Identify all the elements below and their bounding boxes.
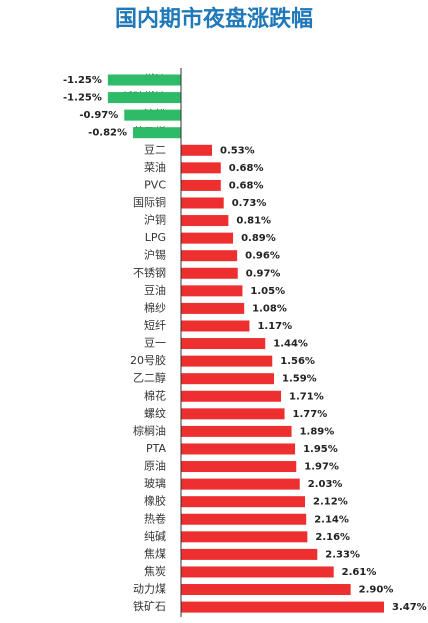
- value-label: -1.25%: [63, 93, 102, 104]
- value-label: 1.97%: [304, 462, 339, 473]
- bar: [181, 461, 297, 473]
- bar: [124, 109, 181, 121]
- bar: [181, 197, 224, 209]
- bar: [181, 232, 234, 244]
- bar: [181, 267, 238, 279]
- value-label: -0.97%: [79, 110, 118, 121]
- bar: [133, 127, 181, 139]
- value-label: 1.71%: [289, 391, 324, 402]
- value-label: 0.68%: [229, 163, 264, 174]
- category-label: 不锈钢: [133, 266, 166, 279]
- category-label: 豆一: [144, 337, 166, 350]
- bar: [181, 179, 221, 191]
- bar: [181, 390, 282, 402]
- value-label: 2.33%: [325, 549, 360, 560]
- value-label: 0.53%: [220, 145, 255, 156]
- bar: [181, 548, 318, 560]
- category-label: 豆二: [144, 143, 166, 156]
- value-label: 0.81%: [236, 216, 271, 227]
- value-label: -1.25%: [63, 75, 102, 86]
- bar: [181, 408, 285, 420]
- category-label: 铁矿石: [133, 600, 166, 613]
- value-label: 2.14%: [314, 514, 349, 525]
- bar: [181, 355, 273, 367]
- category-label: 热卷: [144, 511, 166, 525]
- category-label: 焦炭: [144, 565, 166, 578]
- bar: [181, 162, 221, 174]
- value-label: 1.05%: [250, 286, 285, 297]
- value-label: 1.95%: [303, 444, 338, 455]
- bar: [181, 215, 229, 227]
- value-label: 1.44%: [273, 339, 308, 350]
- value-label: 0.68%: [229, 180, 264, 191]
- bar: [181, 285, 243, 297]
- bar: [181, 144, 213, 156]
- value-label: 1.08%: [252, 303, 287, 314]
- category-label: 20号胶: [130, 353, 166, 367]
- bar: [181, 584, 351, 596]
- category-label: 棉花: [144, 388, 166, 402]
- bar: [181, 531, 308, 543]
- value-label: 1.56%: [280, 356, 315, 367]
- category-label: PTA: [146, 442, 166, 455]
- value-label: 0.73%: [232, 198, 267, 209]
- value-label: 3.47%: [392, 602, 427, 613]
- value-label: 2.16%: [315, 532, 350, 543]
- value-label: 2.12%: [313, 497, 348, 508]
- value-label: 1.17%: [257, 321, 292, 332]
- category-label: 焦煤: [144, 547, 166, 560]
- bar: [181, 496, 306, 508]
- category-label: LPG: [145, 231, 166, 244]
- value-label: 2.90%: [359, 585, 394, 596]
- category-label: PVC: [144, 178, 166, 191]
- category-label: 螺纹: [144, 406, 166, 420]
- bar: [181, 513, 307, 525]
- bar: [181, 373, 275, 385]
- category-label: 菜油: [144, 160, 166, 174]
- bar: [107, 92, 181, 104]
- bar: [181, 302, 245, 314]
- category-label: 纯碱: [144, 530, 166, 543]
- category-label: 原油: [144, 459, 166, 473]
- category-label: 棉纱: [144, 300, 166, 314]
- value-label: 0.96%: [245, 251, 280, 262]
- bar: [181, 320, 250, 332]
- category-label: 国际铜: [133, 195, 166, 209]
- category-label: 沪锡: [144, 248, 166, 262]
- chart-title: 国内期市夜盘涨跌幅: [115, 6, 313, 32]
- category-label: 短纤: [144, 318, 166, 332]
- category-label: 沪铜: [144, 213, 166, 227]
- bar: [181, 425, 292, 437]
- value-label: 1.77%: [293, 409, 328, 420]
- category-label: 豆油: [144, 283, 166, 297]
- bar: [181, 250, 238, 262]
- category-label: 橡胶: [144, 494, 166, 508]
- value-label: 1.89%: [300, 426, 335, 437]
- category-label: 玻璃: [144, 476, 166, 490]
- category-label: 乙二醇: [133, 371, 166, 385]
- bar: [181, 601, 384, 613]
- bar: [181, 443, 296, 455]
- bar: [181, 478, 300, 490]
- category-label: 棕榈油: [133, 423, 166, 437]
- bar: [181, 566, 334, 578]
- value-label: 0.89%: [241, 233, 276, 244]
- bar: [181, 338, 266, 350]
- bar: [107, 74, 181, 86]
- value-label: 1.59%: [282, 374, 317, 385]
- value-label: 0.97%: [246, 268, 281, 279]
- value-label: -0.82%: [88, 128, 127, 139]
- category-label: 动力煤: [133, 583, 166, 596]
- value-label: 2.61%: [342, 567, 377, 578]
- value-label: 2.03%: [308, 479, 343, 490]
